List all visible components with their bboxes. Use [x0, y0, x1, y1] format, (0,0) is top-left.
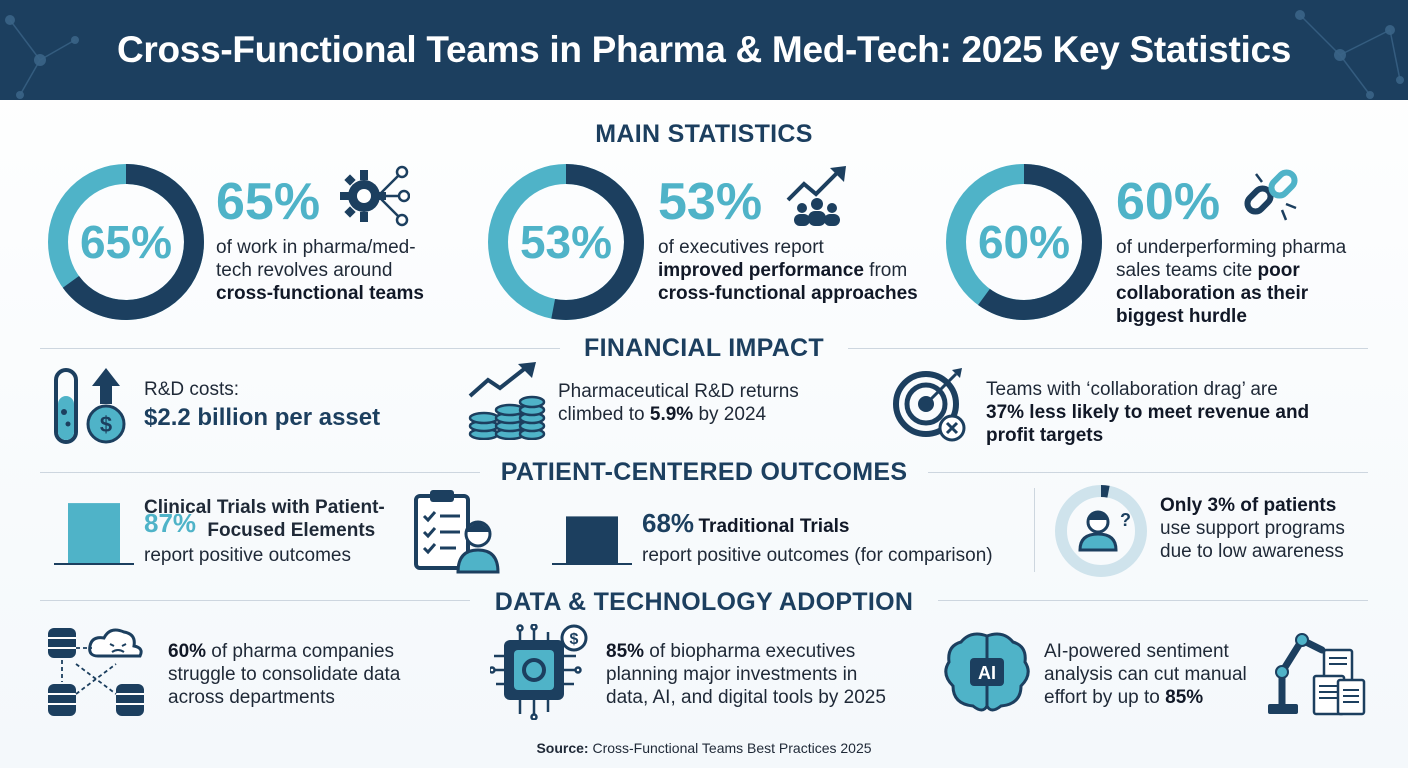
support-programs-text: Only 3% of patients use support programs… [1160, 495, 1345, 562]
page-title: Cross-Functional Teams in Pharma & Med-T… [116, 29, 1292, 70]
bar-patient-focused [54, 503, 134, 565]
patient-outcomes-title: PATIENT-CENTERED OUTCOMES [500, 458, 908, 486]
main-statistics-title: MAIN STATISTICS [595, 120, 813, 148]
donut-label-65: 65% [79, 216, 173, 268]
robot-arm-docs-icon [1268, 633, 1366, 716]
ai-brain-icon: AI [944, 632, 1030, 712]
stat-pct-65: 65% [216, 173, 321, 231]
gear-network-icon [340, 165, 410, 227]
growth-team-icon [786, 166, 846, 226]
rd-returns-text: Pharmaceutical R&D returns climbed to 5.… [558, 381, 799, 425]
svg-text:?: ? [1120, 510, 1131, 530]
financial-impact-title: FINANCIAL IMPACT [584, 334, 824, 362]
patient-trials-pct: 87% [144, 508, 197, 538]
stat-pct-60: 60% [1116, 173, 1221, 231]
patient-trials-title: Clinical Trials with Patient- Focused El… [144, 497, 385, 541]
svg-text:$: $ [570, 631, 579, 648]
patient-trials-desc: report positive outcomes [144, 545, 351, 566]
network-background-icon [5, 10, 1404, 99]
target-miss-icon [893, 368, 966, 442]
vertical-separator [1034, 488, 1035, 572]
stat-pct-53: 53% [658, 173, 763, 231]
stat-desc-53: of executives report improved performanc… [658, 237, 918, 304]
ai-sentiment-text: AI-powered sentiment analysis can cut ma… [1044, 641, 1247, 708]
person-question-icon: ? [1078, 510, 1131, 552]
test-tube-dollar-icon: $ [54, 368, 126, 444]
divider-right [848, 348, 1368, 349]
svg-text:AI: AI [978, 663, 996, 683]
stat-desc-60: of underperforming pharma sales teams ci… [1116, 237, 1347, 327]
ai-investment-text: 85% of biopharma executives planning maj… [606, 641, 886, 708]
chip-dollar-icon: $ [490, 624, 588, 720]
broken-link-icon [1244, 169, 1298, 221]
coins-growth-icon [468, 362, 546, 440]
traditional-trials-head: 68% Traditional Trials [642, 508, 850, 538]
stat-desc-65: of work in pharma/med- tech revolves aro… [216, 237, 424, 304]
support-programs-ring: ? [1055, 485, 1147, 577]
donut-chart-65 [48, 164, 204, 320]
source-note: Source: Cross-Functional Teams Best Prac… [536, 740, 872, 756]
traditional-trials-desc: report positive outcomes (for comparison… [642, 545, 993, 566]
data-consolidate-text: 60% of pharma companies struggle to cons… [168, 641, 401, 708]
data-technology-title: DATA & TECHNOLOGY ADOPTION [494, 588, 914, 616]
header-banner: Cross-Functional Teams in Pharma & Med-T… [0, 0, 1408, 100]
divider-left-2 [40, 472, 480, 473]
rd-costs-value: $2.2 billion per asset [144, 404, 381, 431]
divider-right-3 [938, 600, 1368, 601]
donut-chart-53 [488, 164, 644, 320]
divider-left-3 [40, 600, 470, 601]
divider-left [40, 348, 560, 349]
clipboard-doctor-icon [414, 490, 500, 574]
collab-drag-text: Teams with ‘collaboration drag’ are 37% … [986, 379, 1310, 446]
donut-label-53: 53% [519, 216, 613, 268]
bar-traditional [552, 516, 632, 565]
rd-costs-label: R&D costs: [144, 379, 240, 400]
svg-text:$: $ [100, 412, 112, 437]
divider-right-2 [928, 472, 1368, 473]
database-cloud-icon [48, 628, 144, 716]
donut-label-60: 60% [977, 216, 1071, 268]
donut-chart-60 [946, 164, 1102, 320]
